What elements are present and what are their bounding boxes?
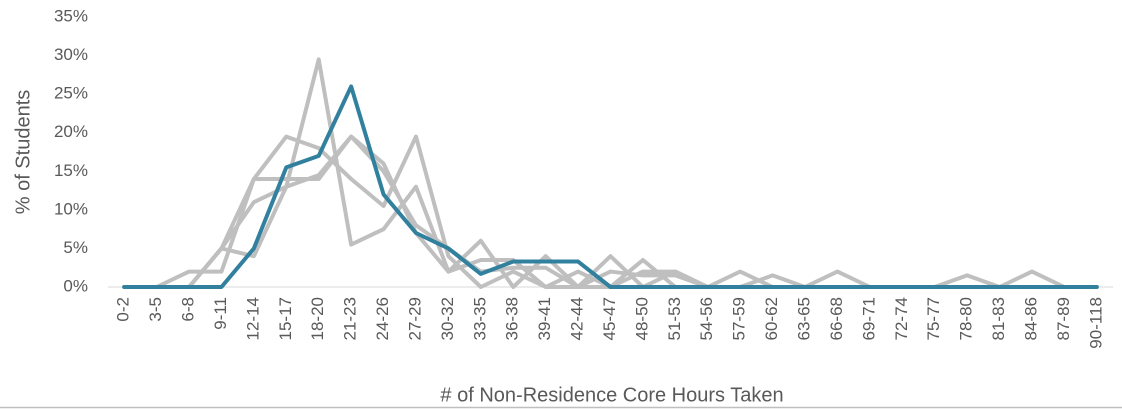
- y-tick-label: 5%: [63, 238, 88, 257]
- y-tick-label: 35%: [54, 6, 88, 25]
- y-tick-label: 0%: [63, 276, 88, 295]
- x-tick-label: 6-8: [179, 297, 198, 322]
- x-tick-label: 0-2: [114, 297, 133, 322]
- series-line: [122, 84, 1099, 289]
- x-tick-label: 84-86: [1021, 297, 1040, 340]
- x-tick-label: 3-5: [146, 297, 165, 322]
- x-tick-label: 90-118: [1086, 297, 1105, 349]
- series-line: [122, 57, 1099, 289]
- x-tick-label: 15-17: [276, 297, 295, 340]
- y-tick-label: 25%: [54, 84, 88, 103]
- x-tick-label: 87-89: [1054, 297, 1073, 340]
- x-tick-label: 30-32: [438, 297, 457, 340]
- x-tick-label: 12-14: [243, 297, 262, 340]
- x-tick-label: 39-41: [535, 297, 554, 340]
- x-tick-label: 75-77: [924, 297, 943, 340]
- x-tick-label: 60-62: [762, 297, 781, 340]
- x-tick-label: 48-50: [632, 297, 651, 340]
- y-axis-label: % of Students: [12, 90, 34, 215]
- x-tick-label: 27-29: [405, 297, 424, 340]
- x-tick-label: 54-56: [697, 297, 716, 340]
- x-tick-label: 42-44: [568, 297, 587, 340]
- x-tick-label: 69-71: [859, 297, 878, 340]
- x-tick-label: 63-65: [795, 297, 814, 340]
- x-axis-label: # of Non-Residence Core Hours Taken: [440, 384, 783, 406]
- x-tick-label: 21-23: [341, 297, 360, 340]
- y-tick-label: 20%: [54, 122, 88, 141]
- y-tick-label: 15%: [54, 161, 88, 180]
- y-tick-label: 10%: [54, 199, 88, 218]
- x-tick-label: 81-83: [989, 297, 1008, 340]
- x-tick-label: 33-35: [470, 297, 489, 340]
- x-tick-label: 45-47: [600, 297, 619, 340]
- x-tick-label: 36-38: [503, 297, 522, 340]
- x-tick-label: 66-68: [827, 297, 846, 340]
- x-tick-label: 24-26: [373, 297, 392, 340]
- y-tick-label: 30%: [54, 45, 88, 64]
- x-tick-label: 51-53: [665, 297, 684, 340]
- x-tick-label: 9-11: [211, 297, 230, 330]
- x-tick-label: 57-59: [730, 297, 749, 340]
- x-tick-label: 72-74: [892, 297, 911, 340]
- x-tick-label: 78-80: [957, 297, 976, 340]
- x-tick-label: 18-20: [308, 297, 327, 340]
